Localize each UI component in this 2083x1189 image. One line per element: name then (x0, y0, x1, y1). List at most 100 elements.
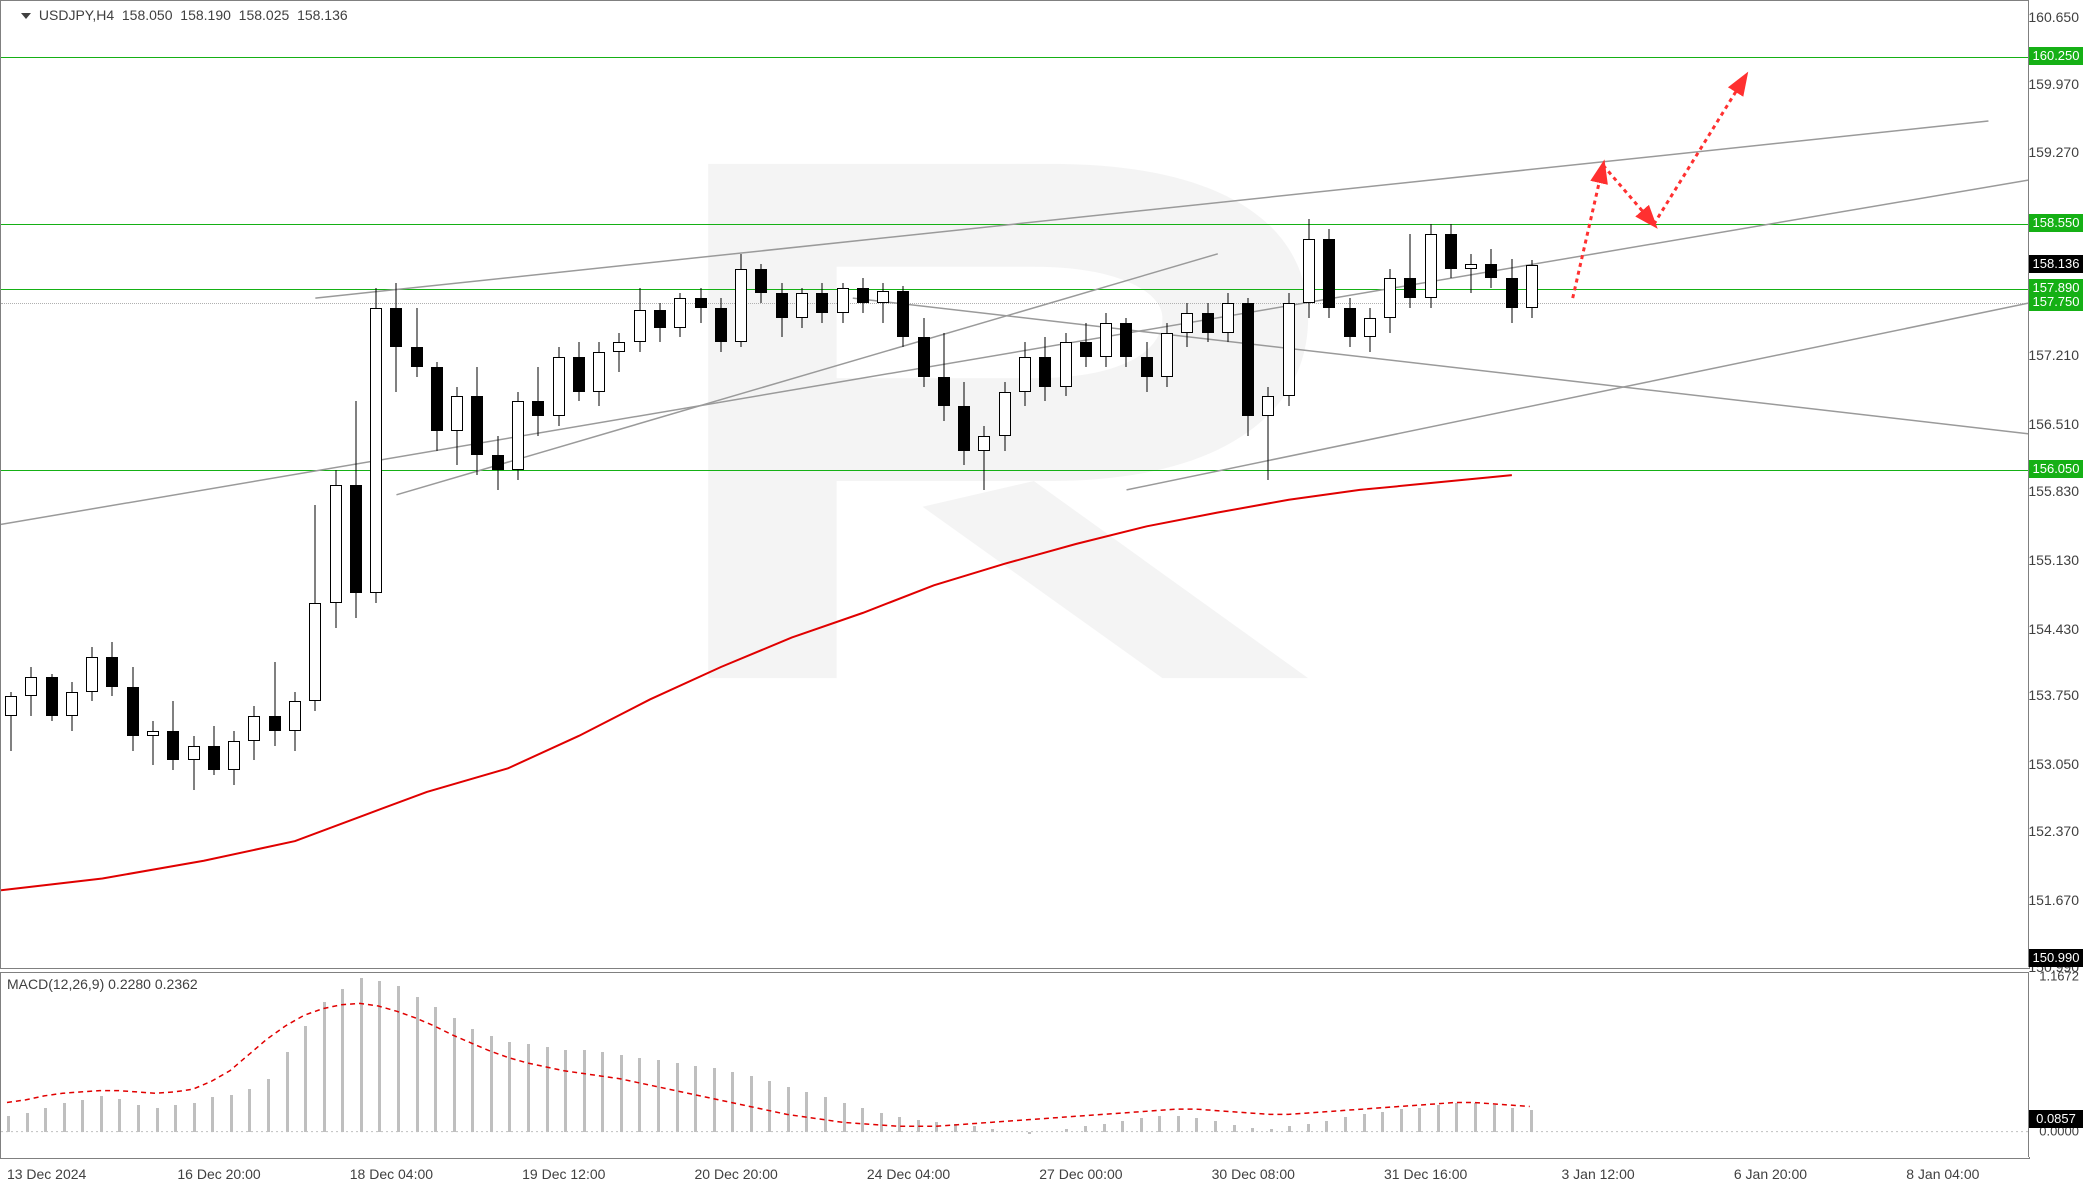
macd-bar (1028, 1132, 1031, 1135)
time-tick: 3 Jan 12:00 (1561, 1166, 1634, 1182)
macd-bar (694, 1066, 697, 1132)
macd-bar (601, 1052, 604, 1131)
horizontal-price-line[interactable] (1, 289, 2029, 290)
macd-panel[interactable]: MACD(12,26,9) 0.2280 0.2362 (0, 972, 2030, 1159)
price-tick: 152.370 (2028, 823, 2079, 839)
macd-bar (583, 1050, 586, 1132)
time-tick: 16 Dec 20:00 (177, 1166, 260, 1182)
macd-bar (378, 981, 381, 1132)
macd-bar (1233, 1125, 1236, 1132)
time-tick: 13 Dec 2024 (7, 1166, 86, 1182)
macd-bar (991, 1129, 994, 1132)
time-tick: 6 Jan 20:00 (1734, 1166, 1807, 1182)
macd-bar (973, 1126, 976, 1131)
projection-arrows-layer (1, 1, 2029, 968)
projection-arrow[interactable] (1603, 165, 1654, 224)
macd-bar (81, 1100, 84, 1132)
macd-bar (1418, 1108, 1421, 1132)
time-tick: 20 Dec 20:00 (695, 1166, 778, 1182)
ohlc-open: 158.050 (122, 7, 173, 23)
price-level-label: 157.750 (2029, 293, 2083, 311)
macd-bar (638, 1058, 641, 1132)
projection-arrow[interactable] (1654, 77, 1745, 225)
symbol-dropdown-icon[interactable] (21, 13, 31, 19)
price-tick: 159.970 (2028, 76, 2079, 92)
macd-bar (1158, 1116, 1161, 1132)
broker-watermark (576, 121, 1526, 721)
macd-bar (917, 1120, 920, 1132)
macd-bar (286, 1052, 289, 1131)
horizontal-price-line[interactable] (1, 470, 2029, 471)
macd-bar (898, 1117, 901, 1132)
macd-bar (676, 1063, 679, 1132)
price-tick: 157.210 (2028, 347, 2079, 363)
macd-bar (1270, 1129, 1273, 1132)
macd-bar (824, 1097, 827, 1131)
price-tick: 153.750 (2028, 687, 2079, 703)
price-level-label: 150.990 (2029, 949, 2083, 967)
macd-bar (880, 1113, 883, 1132)
horizontal-price-line[interactable] (1, 224, 2029, 225)
macd-bar (564, 1050, 567, 1132)
price-tick: 155.830 (2028, 483, 2079, 499)
macd-bar (118, 1099, 121, 1132)
macd-bar (805, 1092, 808, 1132)
projection-arrow[interactable] (1573, 165, 1603, 298)
macd-bar (156, 1108, 159, 1132)
trend-line[interactable] (315, 121, 1988, 298)
time-tick: 24 Dec 04:00 (867, 1166, 950, 1182)
macd-bar (1084, 1126, 1087, 1131)
macd-bar (1251, 1128, 1254, 1132)
macd-bar (1307, 1124, 1310, 1132)
macd-bar (7, 1116, 10, 1132)
macd-axis: 1.16720.00000.0857 (2028, 972, 2083, 1157)
price-axis: 160.650159.970159.270158.550157.890157.2… (2028, 0, 2083, 967)
macd-bar (397, 986, 400, 1131)
price-level-label: 158.136 (2029, 255, 2083, 273)
time-tick: 18 Dec 04:00 (350, 1166, 433, 1182)
macd-bar (954, 1124, 957, 1132)
macd-bar (713, 1068, 716, 1131)
time-tick: 8 Jan 04:00 (1906, 1166, 1979, 1182)
macd-tick: 0.0857 (2029, 1110, 2083, 1128)
trading-chart-screenshot: USDJPY,H4 158.050 158.190 158.025 158.13… (0, 0, 2083, 1189)
trend-lines-layer (1, 1, 2029, 968)
macd-bar (360, 978, 363, 1131)
macd-bar (935, 1122, 938, 1131)
macd-bar (1121, 1121, 1124, 1132)
moving-average-line (1, 475, 1512, 890)
trend-line[interactable] (1, 180, 2029, 524)
horizontal-price-line[interactable] (1, 57, 2029, 58)
macd-bar (471, 1029, 474, 1132)
price-cursor-line (1, 303, 2029, 304)
macd-bar (657, 1060, 660, 1131)
macd-bar (1214, 1121, 1217, 1132)
price-tick: 153.050 (2028, 756, 2079, 772)
macd-bar (1511, 1108, 1514, 1132)
macd-bar (1065, 1129, 1068, 1132)
macd-bar (1474, 1103, 1477, 1132)
macd-bar (341, 989, 344, 1132)
macd-settings-label: MACD(12,26,9) 0.2280 0.2362 (7, 976, 198, 992)
macd-bar (193, 1103, 196, 1132)
macd-bar (1530, 1110, 1533, 1131)
macd-bar (1103, 1124, 1106, 1132)
macd-bar (304, 1026, 307, 1132)
macd-bar (44, 1108, 47, 1132)
price-chart-panel[interactable]: USDJPY,H4 158.050 158.190 158.025 158.13… (0, 0, 2030, 969)
macd-bar (787, 1087, 790, 1132)
macd-bar (508, 1042, 511, 1132)
macd-bar (174, 1105, 177, 1131)
macd-bar (768, 1081, 771, 1131)
chart-header[interactable]: USDJPY,H4 158.050 158.190 158.025 158.13… (21, 7, 348, 23)
macd-bar (211, 1097, 214, 1131)
macd-bar (1400, 1109, 1403, 1131)
macd-bar (1437, 1105, 1440, 1131)
ohlc-high: 158.190 (180, 7, 231, 23)
time-tick: 27 Dec 00:00 (1039, 1166, 1122, 1182)
time-tick: 30 Dec 08:00 (1212, 1166, 1295, 1182)
price-tick: 155.130 (2028, 552, 2079, 568)
time-axis: 13 Dec 202416 Dec 20:0018 Dec 04:0019 De… (0, 1160, 2083, 1188)
moving-average-layer (1, 1, 2029, 968)
time-tick: 31 Dec 16:00 (1384, 1166, 1467, 1182)
